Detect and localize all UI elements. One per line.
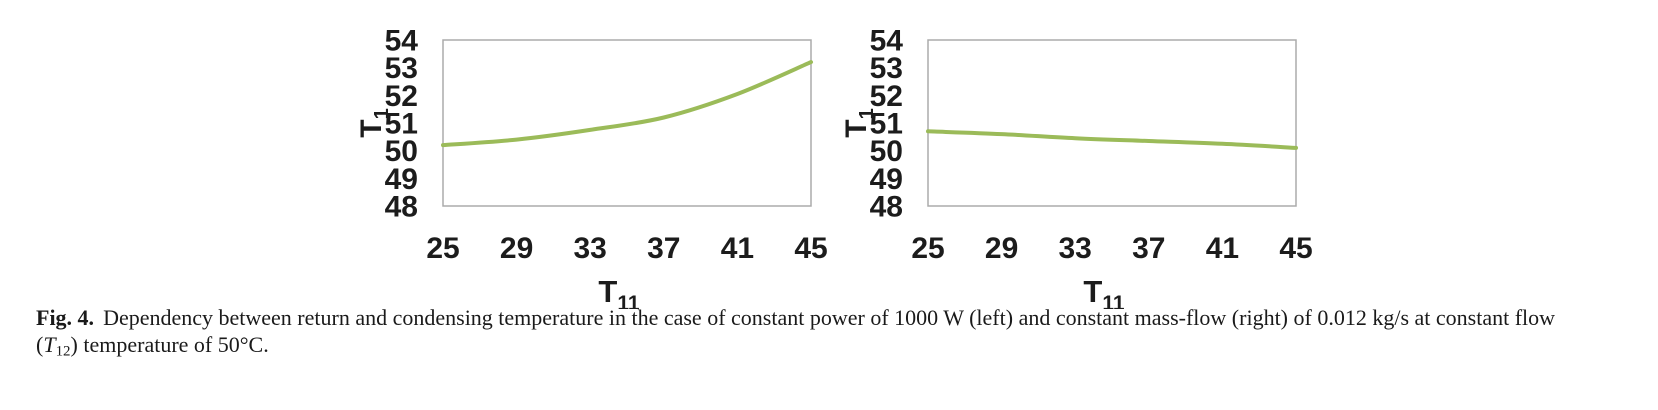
y-tick-label: 51: [385, 108, 418, 141]
x-tick-label: 41: [1206, 232, 1239, 265]
plot-frame: [442, 39, 812, 207]
x-tick-label: 25: [911, 232, 944, 265]
y-tick-label: 52: [870, 80, 903, 113]
caption-t12-symbol: T: [43, 331, 56, 357]
y-tick-label: 49: [870, 163, 903, 196]
y-tick-label: 50: [385, 135, 418, 168]
y-tick-label: 54: [870, 25, 904, 58]
right-chart: 48 49 50 51 52 53 54 25 29 33 37 41 45 T1 T11: [840, 24, 1320, 310]
caption-paren-open: (: [36, 331, 44, 357]
plot-frame: [927, 39, 1297, 207]
x-tick-label: 37: [1132, 232, 1165, 265]
x-axis-title: T11: [598, 274, 639, 309]
x-tick-label: 37: [647, 232, 680, 265]
y-tick-label: 52: [385, 80, 418, 113]
y-tick-label: 49: [385, 163, 418, 196]
caption-line-1: Fig. 4. Dependency between return and con…: [36, 305, 1555, 330]
y-tick-label: 53: [870, 52, 903, 85]
y-axis-title: T1: [840, 108, 878, 137]
left-chart: 48 49 50 51 52 53 54 25 29 33 37 41 45 T1 T11: [355, 24, 835, 310]
figure-caption: Fig. 4. Dependency between return and con…: [36, 305, 1641, 358]
x-axis-title: T11: [1083, 274, 1124, 309]
x-tick-label: 25: [426, 232, 459, 265]
y-tick-label: 48: [385, 191, 418, 224]
y-tick-label: 48: [870, 191, 903, 224]
y-axis-title: T1: [355, 108, 393, 137]
x-tick-label: 45: [1279, 232, 1312, 265]
series-line: [926, 129, 1298, 150]
x-tick-label: 45: [794, 232, 827, 265]
x-tick-label: 41: [721, 232, 754, 265]
caption-text-line1: Dependency between return and condensing…: [103, 305, 1556, 330]
series-line: [441, 60, 813, 148]
caption-text-line2: ) temperature of 50°C.: [70, 331, 269, 357]
y-tick-label: 51: [870, 108, 903, 141]
x-tick-label: 29: [985, 232, 1018, 265]
x-tick-label: 33: [1059, 232, 1092, 265]
caption-line-2: (T12) temperature of 50°C.: [36, 331, 269, 359]
x-tick-label: 29: [500, 232, 533, 265]
y-tick-label: 54: [385, 25, 419, 58]
y-tick-label: 53: [385, 52, 418, 85]
x-tick-label: 33: [574, 232, 607, 265]
y-tick-label: 50: [870, 135, 903, 168]
caption-t12-subscript: 12: [55, 342, 71, 359]
caption-label: Fig. 4.: [36, 305, 95, 330]
